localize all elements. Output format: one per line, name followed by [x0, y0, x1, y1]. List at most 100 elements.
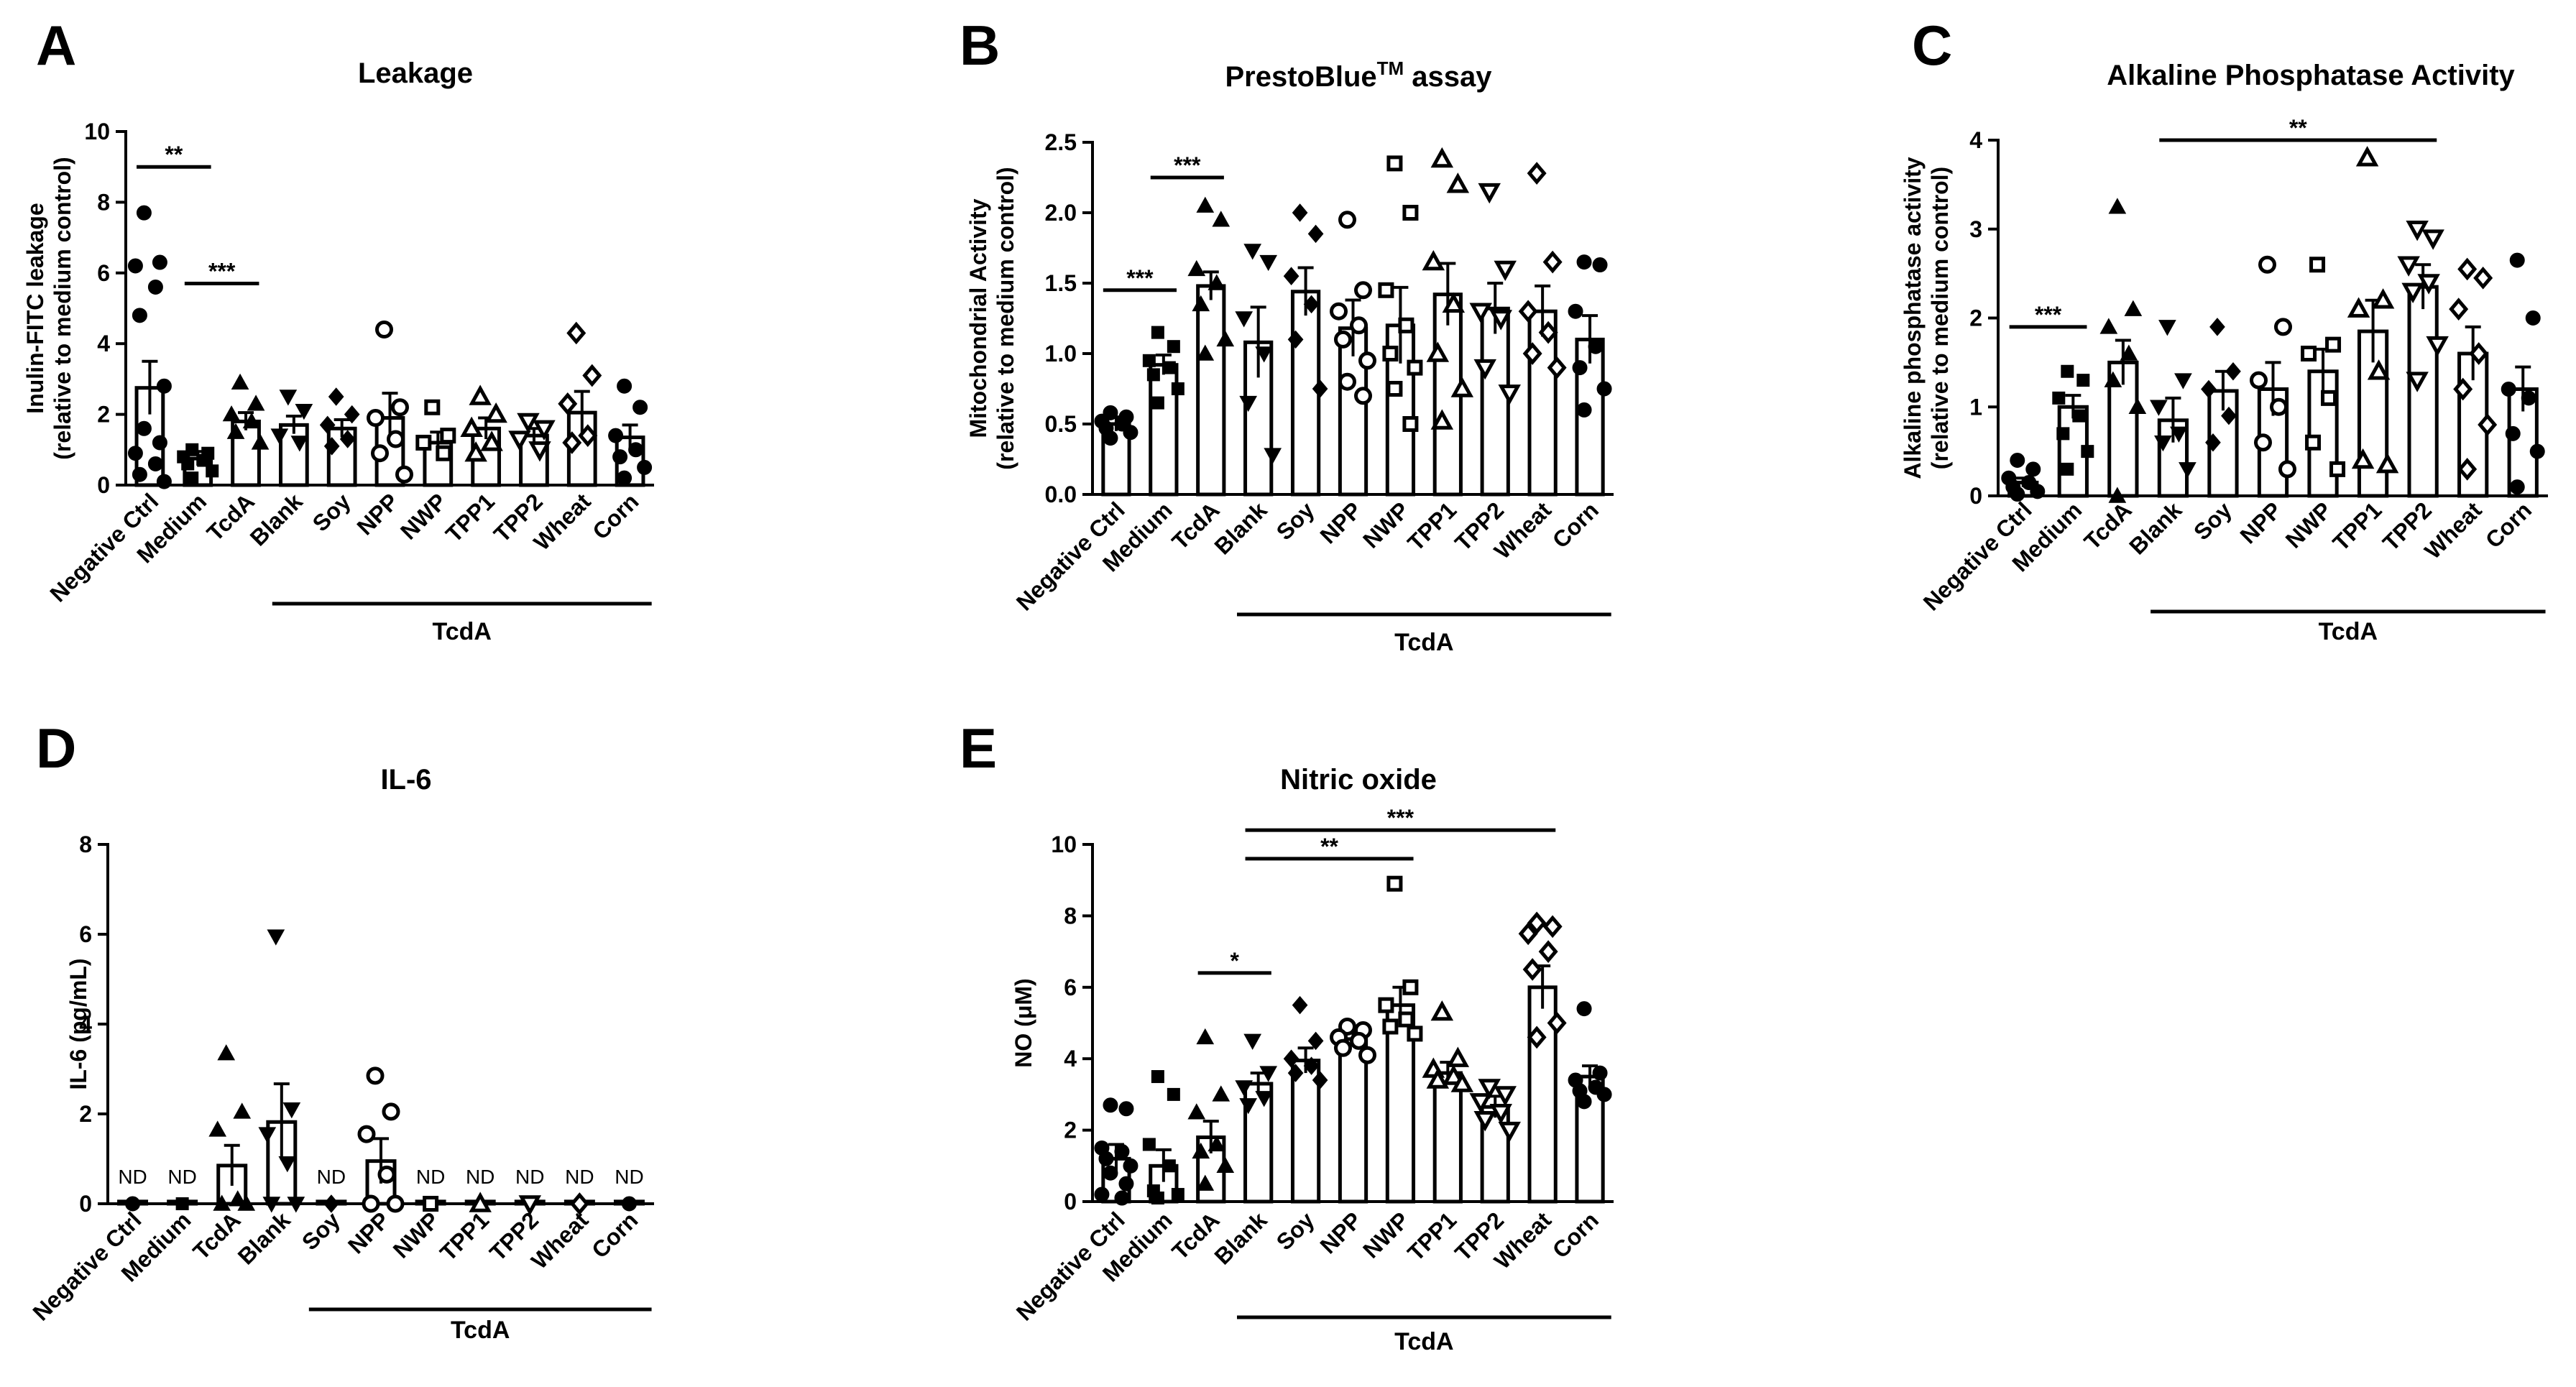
nd-label: ND [515, 1166, 544, 1188]
data-point [2061, 364, 2074, 378]
data-point [2501, 382, 2516, 397]
y-axis-label: IL-6 (pg/mL) [65, 958, 91, 1089]
data-point [2478, 413, 2498, 436]
x-category-label: Soy [1271, 1207, 1320, 1255]
data-point [1398, 317, 1414, 333]
data-point [2329, 461, 2346, 477]
data-point [518, 1195, 542, 1216]
data-point [1243, 244, 1262, 260]
data-point [197, 453, 211, 467]
panel-a: A Leakage Inulin-FITC leakage (relative to … [22, 14, 654, 645]
data-point [387, 430, 405, 448]
data-point [1596, 1087, 1612, 1102]
data-point [1171, 382, 1184, 395]
y-tick-label: 4 [97, 331, 110, 356]
data-point [1407, 359, 1423, 376]
data-point [1450, 377, 1474, 397]
data-point [558, 392, 578, 415]
data-point [1402, 979, 1419, 995]
x-category-label: Soy [308, 488, 356, 536]
x-category-label: Corn [587, 488, 643, 544]
y-tick-label: 2 [1969, 305, 1982, 331]
data-point [1576, 402, 1592, 418]
x-category-label: Soy [1271, 497, 1320, 545]
data-point [484, 402, 507, 423]
data-point [578, 424, 598, 447]
data-point [1430, 1000, 1454, 1021]
data-point [1402, 205, 1419, 221]
data-point [2179, 462, 2196, 479]
data-point [582, 364, 602, 387]
data-point [1354, 281, 1372, 300]
data-point [2505, 425, 2521, 441]
data-point [1478, 1079, 1501, 1100]
data-point [132, 466, 147, 482]
nd-label: ND [167, 1166, 196, 1188]
y-tick-label: 0 [1969, 483, 1982, 509]
panel-letter: B [960, 14, 1000, 77]
data-point [533, 420, 556, 441]
data-point [1350, 316, 1368, 335]
data-point [1187, 259, 1206, 277]
data-point [2406, 221, 2429, 241]
data-point [1542, 250, 1563, 274]
data-point [1518, 922, 1538, 946]
data-point [1547, 1011, 1567, 1035]
nd-label: ND [466, 1166, 494, 1188]
significance-label: ** [1320, 834, 1338, 860]
data-point [1292, 995, 1308, 1015]
y-tick-label: 3 [1969, 216, 1982, 242]
data-point [2170, 426, 2188, 443]
data-point [1307, 1031, 1324, 1051]
x-category-label: Soy [2189, 497, 2237, 545]
data-point [233, 1102, 252, 1119]
data-point [1494, 260, 1517, 282]
data-point [1446, 1046, 1470, 1067]
data-point [1151, 1192, 1164, 1205]
y-axis-label: Alkaline phosphatase activity [1900, 157, 1926, 479]
panel-c: C Alkaline Phosphatase Activity Alkaline p… [1900, 14, 2548, 645]
chart-title-suffix: assay [1404, 61, 1492, 93]
data-point [1446, 172, 1470, 193]
data-point [1398, 1011, 1414, 1028]
data-point [1235, 311, 1254, 328]
data-point [2457, 257, 2478, 281]
nd-label: ND [416, 1166, 445, 1188]
data-point [423, 1196, 439, 1212]
data-point [2449, 298, 2469, 321]
x-category-label: Blank [1210, 1207, 1272, 1269]
data-point [2457, 458, 2478, 481]
data-point [1592, 257, 1608, 273]
data-point [566, 321, 586, 345]
data-point [1167, 340, 1180, 354]
data-point [367, 409, 385, 428]
data-point [1527, 162, 1547, 185]
y-tick-label: 8 [79, 831, 92, 857]
data-point [424, 399, 441, 415]
data-point [328, 387, 344, 406]
data-point [1330, 302, 1348, 321]
significance-label: *** [1387, 805, 1414, 831]
chart-title: Leakage [358, 57, 473, 89]
data-point [1426, 341, 1450, 362]
data-point [1386, 381, 1403, 397]
x-category-label: NPP [1315, 497, 1366, 548]
data-point [2309, 257, 2326, 273]
data-point [1142, 1138, 1156, 1151]
nd-label: ND [118, 1166, 147, 1188]
data-point [2529, 443, 2545, 459]
data-point [1478, 183, 1501, 204]
panel-letter: E [960, 716, 997, 780]
data-point [1098, 1151, 1114, 1166]
y-axis-label: (relative to medium control) [1927, 167, 1953, 469]
data-point [319, 415, 336, 435]
data-point [480, 430, 503, 451]
data-point [1196, 196, 1215, 213]
data-point [362, 1194, 380, 1213]
data-point [1171, 1188, 1184, 1202]
y-tick-label: 8 [1064, 903, 1077, 928]
data-point [2375, 453, 2399, 474]
data-point [1538, 321, 1558, 344]
y-tick-label: 6 [1064, 974, 1077, 1000]
